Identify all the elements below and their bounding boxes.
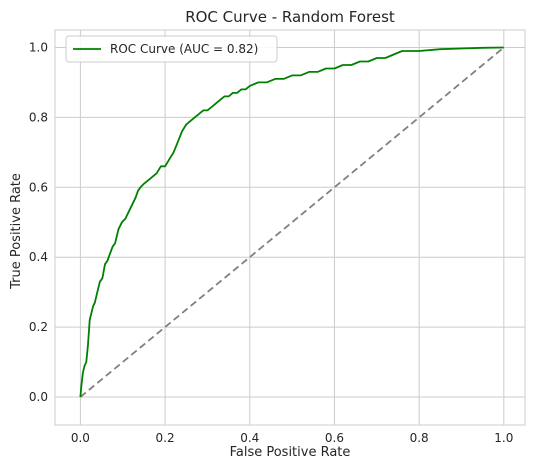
y-tick-label: 0.4 <box>29 250 48 264</box>
plot-frame <box>54 29 526 426</box>
x-tick-label: 0.0 <box>71 431 90 445</box>
roc-curve-line <box>79 46 504 398</box>
y-tick-label: 1.0 <box>29 40 48 54</box>
y-tick-label: 0.0 <box>29 390 48 404</box>
x-tick-label: 0.6 <box>325 431 344 445</box>
x-axis-ticks: 0.0 0.2 0.4 0.6 0.8 1.0 <box>71 431 514 445</box>
series-layer <box>79 46 505 398</box>
grid <box>55 30 525 425</box>
legend: ROC Curve (AUC = 0.82) <box>65 35 278 63</box>
x-tick-label: 0.2 <box>156 431 175 445</box>
y-axis-label: True Positive Rate <box>9 173 24 290</box>
x-tick-label: 0.4 <box>240 431 259 445</box>
y-tick-label: 0.2 <box>29 320 48 334</box>
chart-title: ROC Curve - Random Forest <box>185 8 395 26</box>
y-axis-ticks: 0.0 0.2 0.4 0.6 0.8 1.0 <box>29 40 48 404</box>
x-tick-label: 1.0 <box>494 431 513 445</box>
y-tick-label: 0.8 <box>29 110 48 124</box>
random-classifier-line <box>79 46 505 398</box>
x-tick-label: 0.8 <box>410 431 429 445</box>
legend-frame <box>65 35 278 63</box>
legend-label: ROC Curve (AUC = 0.82) <box>110 42 258 56</box>
x-axis-label: False Positive Rate <box>230 445 351 460</box>
y-tick-label: 0.6 <box>29 180 48 194</box>
plot-area <box>54 29 526 426</box>
